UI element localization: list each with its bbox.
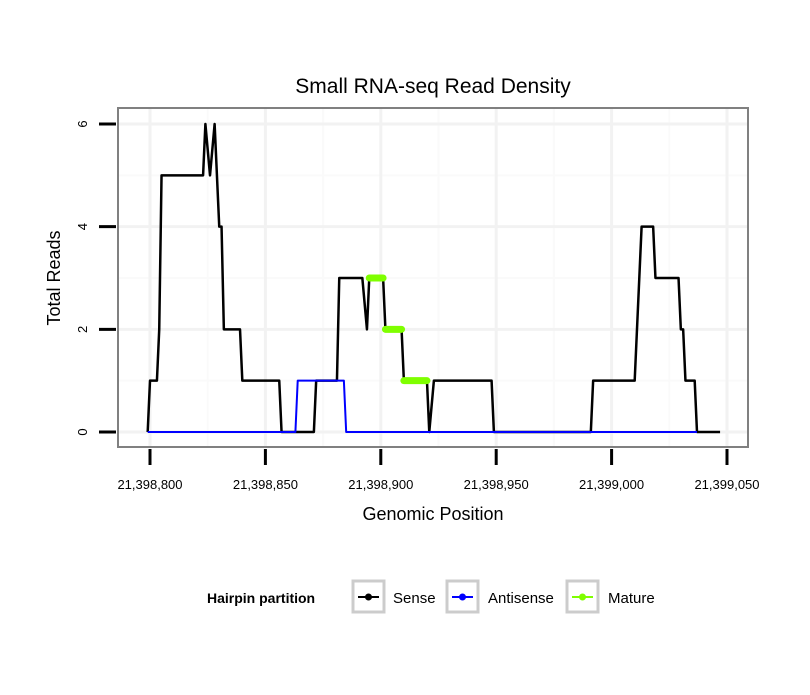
x-axis-label: Genomic Position — [362, 504, 503, 524]
legend: Hairpin partition Sense Antisense Mature — [207, 579, 655, 614]
x-axis: 21,398,800 21,398,850 21,398,900 21,398,950… — [117, 449, 760, 492]
legend-point-antisense — [459, 593, 466, 601]
y-axis-label: Total Reads — [44, 230, 64, 325]
series-layer — [146, 122, 721, 434]
x-tick-label: 21,398,950 — [464, 477, 529, 492]
legend-title: Hairpin partition — [207, 590, 315, 606]
legend-label-sense: Sense — [393, 590, 436, 607]
y-tick-label: 2 — [75, 326, 90, 333]
chart-title: Small RNA-seq Read Density — [295, 75, 571, 98]
legend-label-mature: Mature — [608, 590, 655, 607]
legend-point-sense — [365, 593, 372, 601]
x-tick-label: 21,398,800 — [117, 477, 182, 492]
legend-point-mature — [579, 593, 586, 601]
y-tick-label: 4 — [75, 223, 90, 230]
legend-label-antisense: Antisense — [488, 590, 554, 607]
y-axis: 0 2 4 6 — [75, 120, 116, 436]
x-tick-label: 21,398,850 — [233, 477, 298, 492]
y-tick-label: 6 — [75, 120, 90, 127]
y-tick-label: 0 — [75, 428, 90, 435]
antisense-series-line — [147, 379, 697, 433]
x-tick-label: 21,399,000 — [579, 477, 644, 492]
x-tick-label: 21,399,050 — [694, 477, 759, 492]
plot-border — [117, 107, 749, 448]
x-tick-label: 21,398,900 — [348, 477, 413, 492]
